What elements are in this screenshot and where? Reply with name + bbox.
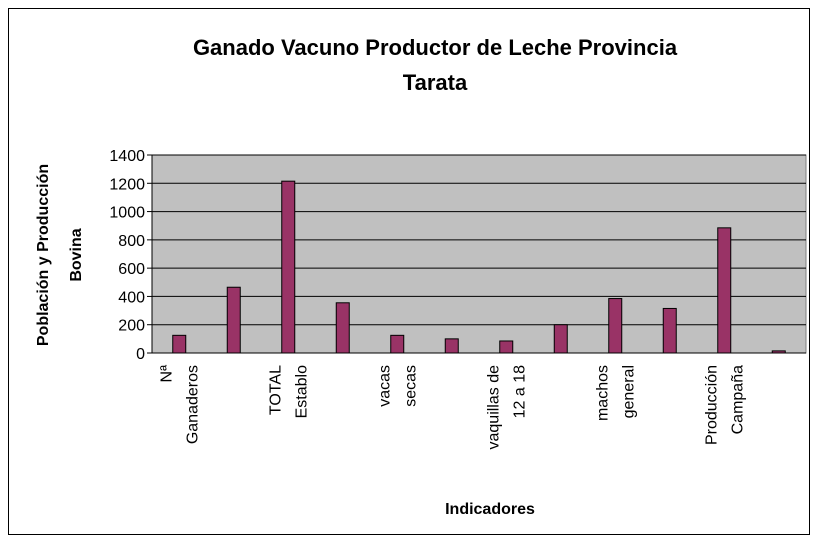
y-tick-label: 200 [118,318,145,335]
bar [444,338,459,354]
x-axis-label: Indicadores [445,501,535,518]
y-tick-label: 400 [118,289,145,306]
bar [390,334,405,354]
y-tick-label: 1200 [109,176,145,193]
bar [662,307,677,354]
y-tick-label: 600 [118,261,145,278]
y-tick-label: 1000 [109,205,145,222]
x-tick-label: vacas secas [376,365,419,407]
x-tick-label: TOTAL Establo [267,365,310,418]
x-tick-label: Nª Ganaderos [158,365,201,444]
bar [226,286,241,354]
x-tick-label: vaquillas de 12 a 18 [485,365,528,450]
x-tick-label: Producción Campaña [703,365,746,445]
bar [553,324,568,354]
plot-area [151,154,807,354]
bar [281,180,296,354]
bar [717,227,732,354]
x-tick-label: machos general [594,365,637,421]
y-tick-label: 0 [136,346,145,363]
y-tick-label: 800 [118,233,145,250]
bar [335,302,350,354]
bar [499,340,514,354]
bar [608,298,623,354]
y-axis-label: Población y Producción Bovina [35,164,85,346]
chart-title: Ganado Vacuno Productor de Leche Provinc… [193,35,678,95]
bar [172,334,187,354]
y-tick-label: 1400 [109,148,145,165]
bar [771,350,786,354]
